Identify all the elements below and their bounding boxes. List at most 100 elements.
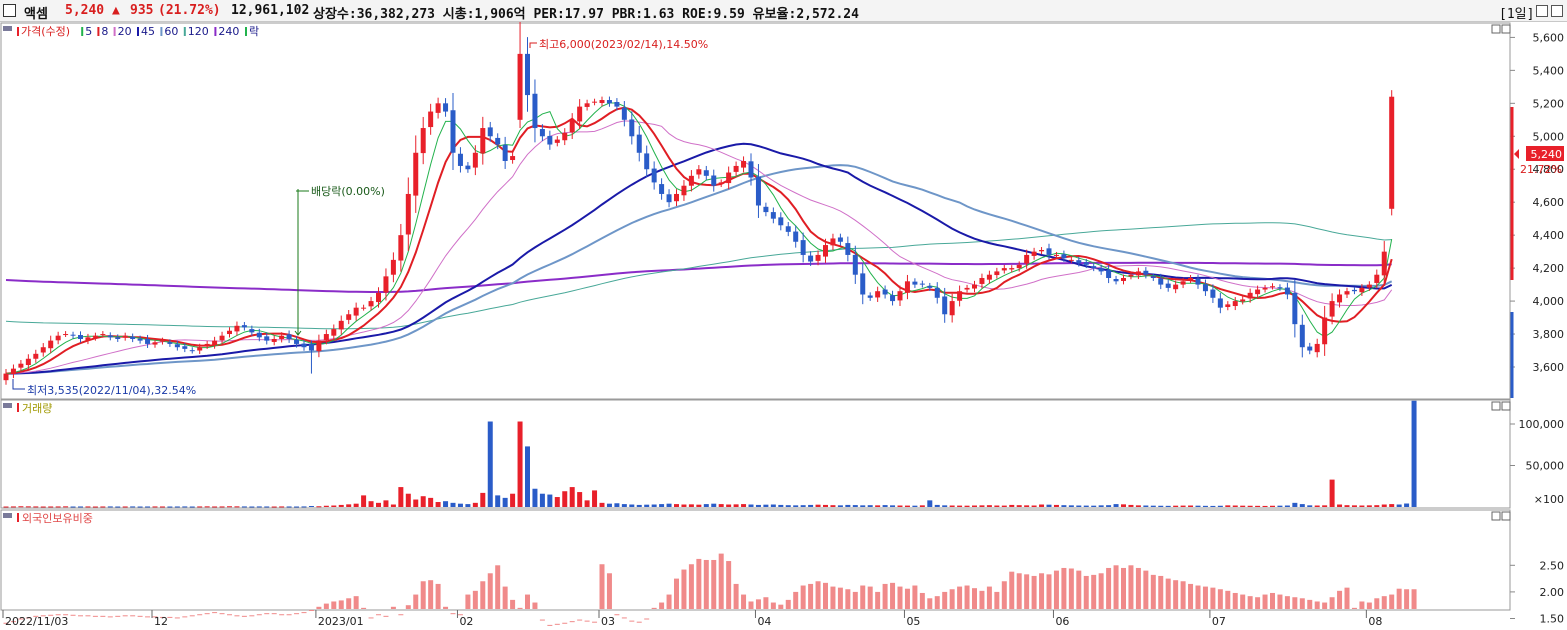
volume-bar <box>286 506 292 508</box>
volume-bar <box>1165 505 1171 507</box>
foreign-bar <box>815 581 821 609</box>
candle-body <box>346 314 352 320</box>
foreign-bar <box>1396 588 1402 609</box>
candle-body <box>1135 271 1141 276</box>
volume-bar <box>1344 505 1350 507</box>
volume-bar <box>837 505 843 507</box>
foreign-bar <box>1076 570 1082 609</box>
candle-body <box>770 212 776 219</box>
x-tick-label: 02 <box>459 615 473 628</box>
candle-body <box>1247 292 1253 299</box>
foreign-bar <box>472 590 478 609</box>
x-tick-label: 07 <box>1212 615 1226 628</box>
foreign-bar <box>502 586 508 609</box>
foreign-bar <box>167 616 173 618</box>
foreign-bar <box>845 589 851 609</box>
candle-body <box>1307 346 1313 351</box>
price-panel-close-icon[interactable] <box>1501 24 1511 34</box>
candle-body <box>130 336 136 339</box>
candle-body <box>443 103 449 112</box>
volume-bar <box>651 504 657 507</box>
volume-bar <box>1299 504 1305 507</box>
candle-body <box>525 53 530 96</box>
candle-body <box>793 231 799 242</box>
volume-bar <box>897 505 903 507</box>
legend-item: 120 <box>188 25 209 38</box>
candle-body <box>763 206 769 213</box>
candle-body <box>316 340 322 352</box>
volume-bar <box>510 493 516 507</box>
volume-bar <box>964 505 970 507</box>
price-panel-restore-icon[interactable] <box>1491 24 1501 34</box>
x-axis: 2022/11/03 12 2023/01 02 03 04 05 06 07 08 <box>2 610 1382 628</box>
candle-body <box>472 152 478 168</box>
x-tick-label: 08 <box>1368 615 1382 628</box>
foreign-bar <box>510 599 516 609</box>
price-panel-menu-icon[interactable] <box>3 26 12 31</box>
volume-bar <box>219 506 225 508</box>
candle-body <box>532 93 538 129</box>
candle-body <box>1292 292 1298 325</box>
volume-bar <box>204 506 210 508</box>
candle-body <box>912 281 918 285</box>
foreign-bar <box>1150 574 1156 609</box>
candle-body <box>1061 254 1067 259</box>
volume-bar <box>674 504 679 507</box>
candle-body <box>577 106 583 122</box>
volume-bar <box>912 505 918 507</box>
volume-bar <box>1173 505 1179 507</box>
volume-bar <box>1195 505 1201 507</box>
volume-bar <box>1314 505 1320 507</box>
foreign-bar <box>48 614 54 616</box>
volume-bar <box>383 500 389 507</box>
volume-bar <box>554 497 560 507</box>
candle-body <box>70 334 76 336</box>
volume-bar <box>1202 505 1208 507</box>
foreign-panel-menu-icon[interactable] <box>3 513 12 518</box>
candle-body <box>852 254 858 275</box>
price-tick-label: 4,600 <box>1533 196 1565 209</box>
volume-bar <box>718 504 724 507</box>
candle-body <box>1232 301 1238 307</box>
volume-bar <box>904 505 910 507</box>
restore-window-button[interactable] <box>1536 5 1548 17</box>
candle-body <box>1188 278 1194 280</box>
volume-bar <box>1351 505 1357 507</box>
foreign-bar <box>1217 589 1223 609</box>
candle-body <box>629 119 635 137</box>
foreign-panel-restore-icon[interactable] <box>1491 511 1501 521</box>
volume-panel-close-icon[interactable] <box>1501 401 1511 411</box>
volume-bar <box>1076 505 1082 507</box>
foreign-panel-close-icon[interactable] <box>1501 511 1511 521</box>
candle-body <box>1381 251 1387 276</box>
candle-body <box>212 340 218 345</box>
period-selector[interactable]: [1일] <box>1499 7 1535 22</box>
candle-body <box>145 338 151 344</box>
volume-panel-menu-icon[interactable] <box>3 403 12 408</box>
menu-checkbox[interactable] <box>3 4 16 17</box>
volume-bar <box>1009 504 1015 507</box>
stock-info: 상장수:36,382,273 시총:1,906억 PER:17.97 PBR:1… <box>313 7 859 22</box>
volume-bar <box>517 421 523 507</box>
candle-body <box>115 337 121 339</box>
candle-body <box>428 111 434 128</box>
volume-bar <box>212 506 218 508</box>
volume-bar <box>755 504 761 507</box>
candle-body <box>495 137 501 145</box>
close-window-button[interactable] <box>1551 5 1563 17</box>
volume-panel-restore-icon[interactable] <box>1491 401 1501 411</box>
candle-body <box>1314 343 1320 353</box>
foreign-bar <box>457 614 463 616</box>
volume-bar <box>972 505 977 507</box>
foreign-bar <box>279 614 285 616</box>
candle-body <box>383 276 389 293</box>
foreign-bar <box>1359 601 1365 609</box>
foreign-bar <box>688 564 694 609</box>
foreign-bar <box>286 614 292 616</box>
stock-chart: 3,600 3,800 4,000 4,200 4,400 4,600 4,800 5,000… <box>0 22 1565 628</box>
foreign-bar <box>316 606 322 609</box>
foreign-bar <box>1329 597 1335 609</box>
candle-body <box>584 103 590 107</box>
low-label: 최저3,535(2022/11/04),32.54% <box>27 384 196 397</box>
foreign-bar <box>964 585 970 609</box>
